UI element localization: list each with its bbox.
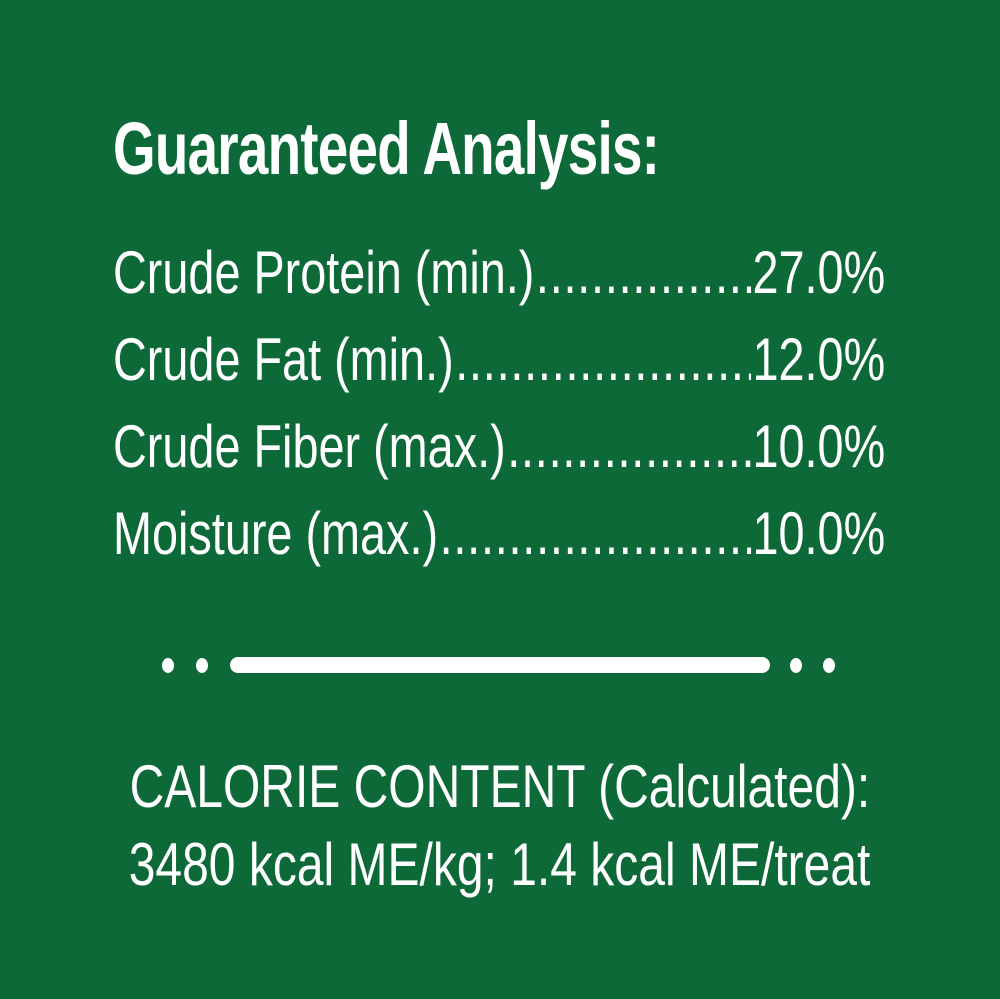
calorie-values: 3480 kcal ME/kg; 1.4 kcal ME/treat	[0, 830, 1000, 899]
dot-leader	[440, 499, 751, 568]
calorie-heading: CALORIE CONTENT (Calculated):	[0, 752, 1000, 821]
analysis-row: Crude Fiber (max.) 10.0%	[113, 412, 885, 499]
divider-dot	[823, 658, 835, 673]
divider-dot	[162, 658, 174, 673]
row-label: Moisture (max.)	[113, 500, 439, 567]
divider-dot	[196, 658, 208, 673]
row-value: 10.0%	[752, 500, 886, 567]
dot-leader	[536, 238, 751, 307]
analysis-row: Crude Protein (min.) 27.0%	[113, 238, 885, 325]
divider	[0, 656, 1000, 674]
analysis-table: Crude Protein (min.) 27.0% Crude Fat (min…	[113, 238, 885, 586]
dot-leader	[507, 412, 751, 481]
heading-guaranteed-analysis: Guaranteed Analysis:	[113, 107, 660, 190]
row-value: 27.0%	[752, 239, 886, 306]
analysis-row: Moisture (max.) 10.0%	[113, 499, 885, 586]
row-label: Crude Protein (min.)	[113, 239, 535, 306]
divider-bar	[230, 657, 770, 673]
row-label: Crude Fiber (max.)	[113, 413, 506, 480]
dot-leader	[455, 325, 751, 394]
calorie-values-text: 3480 kcal ME/kg; 1.4 kcal ME/treat	[129, 831, 871, 898]
row-label: Crude Fat (min.)	[113, 326, 454, 393]
analysis-row: Crude Fat (min.) 12.0%	[113, 325, 885, 412]
row-value: 12.0%	[752, 326, 886, 393]
divider-dot	[790, 658, 802, 673]
row-value: 10.0%	[752, 413, 886, 480]
calorie-heading-text: CALORIE CONTENT (Calculated):	[129, 753, 871, 820]
